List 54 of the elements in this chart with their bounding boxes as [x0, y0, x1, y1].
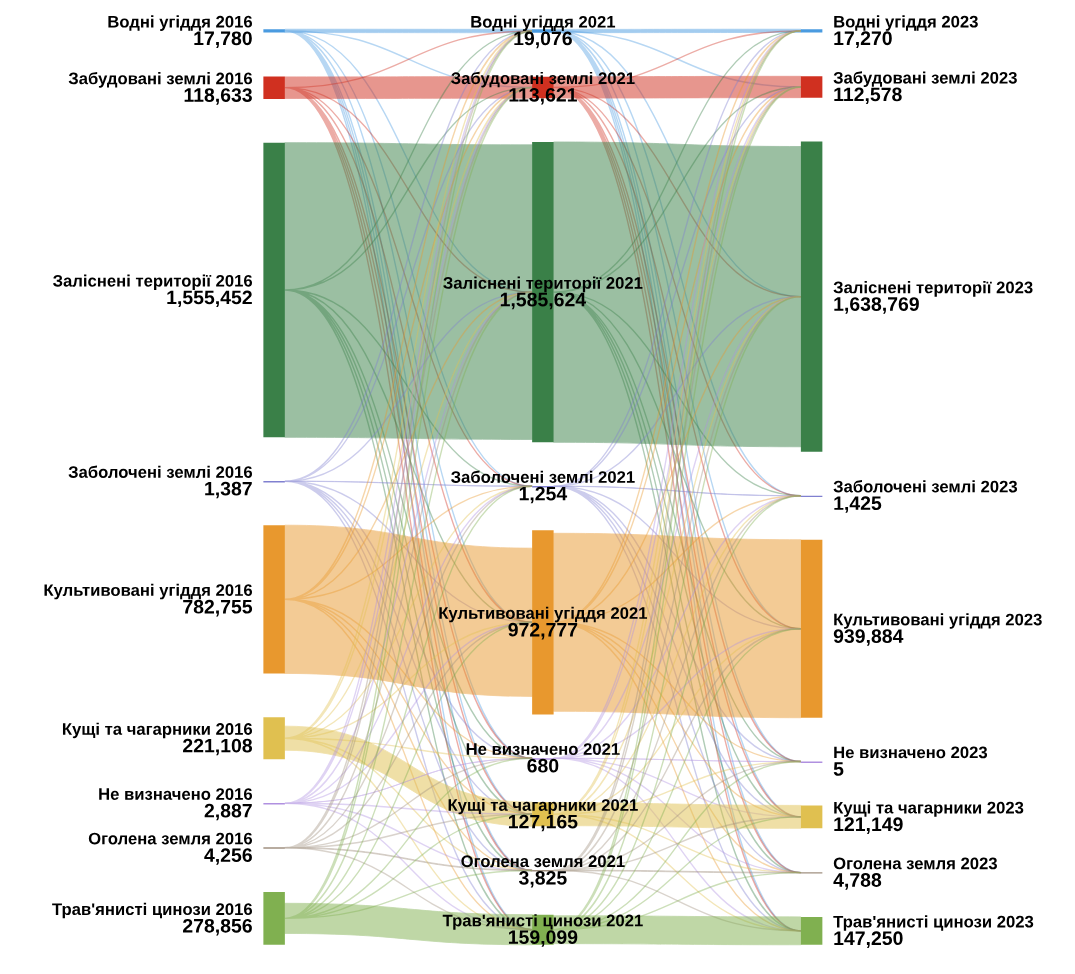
category-label: Кущі та чагарники 2016: [62, 722, 253, 739]
data-label: 1,254: [519, 486, 568, 504]
category-label: Забудовані землі 2021: [451, 71, 635, 88]
category-label: Водні угіддя 2021: [471, 15, 616, 32]
data-label: 4,256: [204, 848, 252, 865]
data-label: 1,555,452: [167, 290, 252, 308]
data-label: 972,777: [508, 622, 578, 640]
category-label: Заліснені території 2021: [443, 276, 643, 293]
data-label: 221,108: [183, 738, 253, 756]
category-label: Не визначено 2023: [834, 746, 988, 759]
category-label: Забудовані землі 2016: [68, 71, 253, 88]
data-label: 1,585,624: [500, 292, 587, 310]
category-label: Не визначено 2021: [466, 743, 620, 755]
data-label: 118,633: [184, 88, 252, 105]
data-label: 2,887: [204, 803, 252, 821]
category-label: Оголена земля 2016: [88, 832, 253, 845]
category-label: Водні угіддя 2023: [834, 15, 978, 31]
data-label: 782,755: [183, 599, 253, 617]
category-label: Заліснені території 2016: [52, 274, 253, 290]
data-label: 4,788: [833, 873, 882, 890]
data-label: 278,856: [183, 918, 252, 936]
data-label: 1,425: [834, 496, 882, 513]
data-label: 1,638,769: [834, 297, 919, 314]
category-label: Водні угіддя 2016: [108, 15, 253, 31]
category-label: Культивовані угіддя 2021: [439, 606, 648, 623]
category-label: Трав'янисті цинози 2021: [442, 914, 643, 930]
category-label: Трав'янисті цинози 2016: [52, 902, 253, 919]
data-label: 19,076: [514, 31, 572, 49]
data-label: 112,578: [834, 87, 902, 105]
data-label: 17,780: [194, 31, 252, 49]
data-label: 113,621: [509, 87, 577, 105]
category-label: Трав'янисті цинози 2023: [833, 915, 1034, 931]
category-label: Культивовані угіддя 2023: [834, 613, 1042, 629]
data-label: 939,884: [833, 629, 904, 646]
data-label: 127,165: [508, 814, 578, 832]
data-label: 5: [833, 762, 844, 776]
data-label: 147,250: [834, 931, 903, 948]
data-label: 17,270: [834, 31, 892, 48]
category-label: Культивовані угіддя 2016: [44, 583, 253, 600]
category-label: Кущі та чагарники 2021: [448, 798, 638, 815]
category-label: Заболочені землі 2023: [833, 480, 1018, 493]
data-label: 3,825: [518, 870, 567, 888]
category-label: Кущі та чагарники 2023: [834, 801, 1024, 817]
category-label: Оголена земля 2021: [461, 855, 625, 868]
category-label: Оголена земля 2023: [833, 857, 997, 870]
category-label: Заболочені землі 2021: [451, 470, 635, 483]
category-label: Заліснені території 2023: [833, 281, 1033, 297]
data-label: 680: [527, 758, 559, 773]
category-label: Не визначено 2016: [99, 788, 253, 800]
data-label: 159,099: [508, 930, 578, 947]
category-label: Забудовані землі 2023: [833, 71, 1017, 87]
category-label: Заболочені землі 2016: [68, 465, 253, 478]
data-label: 121,149: [834, 817, 903, 834]
data-label: 1,387: [205, 481, 252, 499]
